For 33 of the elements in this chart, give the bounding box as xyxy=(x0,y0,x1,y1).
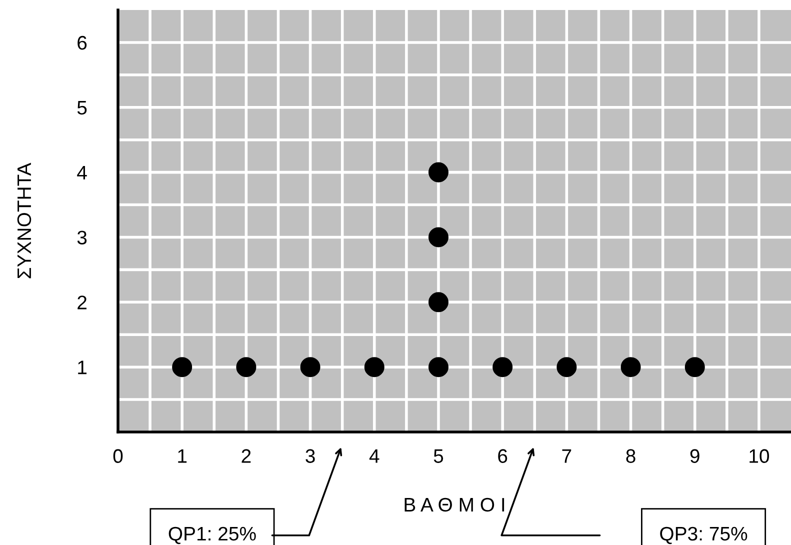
y-tick-label: 1 xyxy=(78,360,86,374)
x-tick-label: 9 xyxy=(690,449,700,463)
y-tick-label: 4 xyxy=(77,166,87,180)
point xyxy=(684,357,705,378)
point xyxy=(428,292,448,312)
point xyxy=(364,357,384,378)
y-tick-label: 3 xyxy=(77,230,87,244)
x-tick-label: 0 xyxy=(113,449,123,463)
point xyxy=(428,357,448,378)
x-tick-label: 8 xyxy=(626,449,636,463)
point xyxy=(492,357,513,378)
x-tick-label: 6 xyxy=(498,449,508,463)
text: QP1: 25% xyxy=(168,526,256,544)
x-tick-label: 10 xyxy=(750,449,770,463)
point xyxy=(428,162,448,182)
y-tick-label: 5 xyxy=(77,101,87,115)
x-tick-label: 4 xyxy=(369,449,380,463)
y-tick-label: 6 xyxy=(78,36,87,50)
x-axis-title: Β Α Θ Μ Ο Ι xyxy=(404,498,504,512)
x-tick-label: 5 xyxy=(434,449,444,463)
x-tick-label: 3 xyxy=(306,449,315,463)
point xyxy=(428,227,448,248)
x-tick-label: 7 xyxy=(562,449,572,463)
point xyxy=(556,357,577,378)
x-tick-label: 1 xyxy=(178,449,187,463)
x-tick-label: 2 xyxy=(242,449,251,463)
point xyxy=(620,357,641,378)
point xyxy=(172,357,192,378)
y-axis-title: ΣΥΧΝΟΤΗΤΑ xyxy=(17,162,32,278)
point xyxy=(236,357,256,378)
y-tick-label: 2 xyxy=(78,296,86,310)
text: QP3: 75% xyxy=(660,526,748,544)
point xyxy=(300,357,320,378)
